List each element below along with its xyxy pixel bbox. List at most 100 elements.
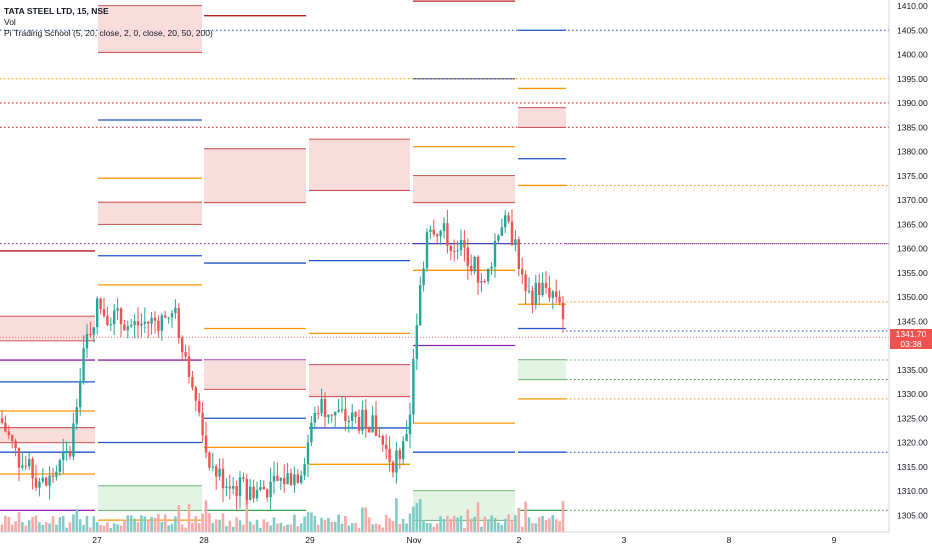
x-tick-label: 9 [832,535,837,545]
volume-bar [78,519,82,532]
volume-bar [544,520,548,532]
volume-bar [160,522,164,532]
y-tick-label: 1355.00 [897,268,928,278]
candle-body [272,475,276,482]
candle-body [453,250,456,252]
volume-bar [296,525,300,532]
volume-bar [218,519,221,532]
volume-bar [313,515,317,532]
candle-body [198,400,201,413]
volume-bar [21,522,24,532]
x-tick-label: 27 [92,535,102,545]
volume-bar [558,521,561,532]
time-axis[interactable]: 27 28 29 Nov 2 3 8 9 [92,535,836,545]
candle-body [422,268,425,286]
candle-body [555,291,558,297]
candle-body [232,486,235,489]
candle-body [113,310,116,325]
candle-body [340,409,344,411]
volume-bar [204,500,208,532]
price-axis[interactable]: 1305.00 1310.00 1315.00 1320.00 1325.00 1330.… [897,1,928,520]
legend-indicator[interactable]: Pi Trading School (5, 20, close, 2, 0, c… [4,28,213,38]
volume-bar [327,517,330,532]
candle-body [381,435,384,445]
volume-bar [514,515,517,532]
volume-bar [140,515,143,532]
volume-bar [350,523,354,532]
x-tick-label: 3 [622,535,627,545]
pivot-zone [0,316,95,341]
volume-bar [55,524,58,532]
volume-bar [75,508,79,532]
candle-body [357,416,361,431]
volume-bar [245,499,249,532]
volume-bar [486,519,490,532]
volume-bar [14,521,17,532]
candle-body [470,265,473,272]
candle-body [313,412,316,423]
legend-symbol[interactable]: TATA STEEL LTD, 15, NSE [4,6,109,16]
candle-body [4,422,7,432]
volume-bar [432,527,436,532]
x-tick-label: 29 [305,535,315,545]
volume-bar [180,524,184,532]
volume-bar [163,514,167,532]
candle-body [463,240,466,248]
candle-body [456,250,459,252]
candle-body [415,325,418,359]
y-tick-label: 1325.00 [897,413,928,423]
candle-body [221,468,225,489]
candle-body [480,281,483,283]
candle-body [296,474,299,483]
y-tick-label: 1360.00 [897,244,928,254]
x-tick-label: 28 [199,535,209,545]
candle-body [55,471,58,477]
candle-body [344,409,347,422]
pivot-zone [0,427,95,443]
volume-bar [31,516,34,532]
volume-bar [531,523,534,532]
volume-bar [119,525,123,532]
candle-body [130,325,133,327]
volume-bar [408,513,412,532]
candle-body [473,256,476,272]
candle-body [497,235,500,241]
candle-body [0,418,4,423]
volume-bar [201,513,204,532]
candle-body [75,407,78,424]
candle-body [242,477,245,479]
volume-bar [116,524,119,532]
legend-volume[interactable]: Vol [4,17,16,27]
volume-bar [146,520,150,532]
y-tick-label: 1375.00 [897,171,928,181]
volume-bar [72,514,75,532]
candle-body [459,240,463,251]
y-tick-label: 1390.00 [897,98,928,108]
volume-bar [44,522,48,532]
volume-bar [537,517,541,532]
candle-body [62,452,65,461]
pivot-levels-layer [0,0,889,521]
y-tick-label: 1410.00 [897,1,928,11]
candle-body [500,227,503,236]
candle-body [147,321,150,324]
volume-bar [41,524,45,532]
volume-bar [371,524,374,532]
volume-bar [61,515,65,532]
candle-body [442,223,446,231]
volume-bar [439,516,442,532]
volume-bar [38,522,41,532]
candle-body [402,441,405,460]
volume-bar [337,514,340,532]
candle-body [170,313,174,318]
candle-body [385,444,388,450]
candle-body [194,387,197,401]
pivot-zone [518,360,566,380]
candle-body [228,486,231,489]
candle-body [181,337,184,353]
volume-bar [500,524,504,532]
candle-body [187,356,191,377]
y-tick-label: 1380.00 [897,147,928,157]
volume-bar [82,524,85,532]
